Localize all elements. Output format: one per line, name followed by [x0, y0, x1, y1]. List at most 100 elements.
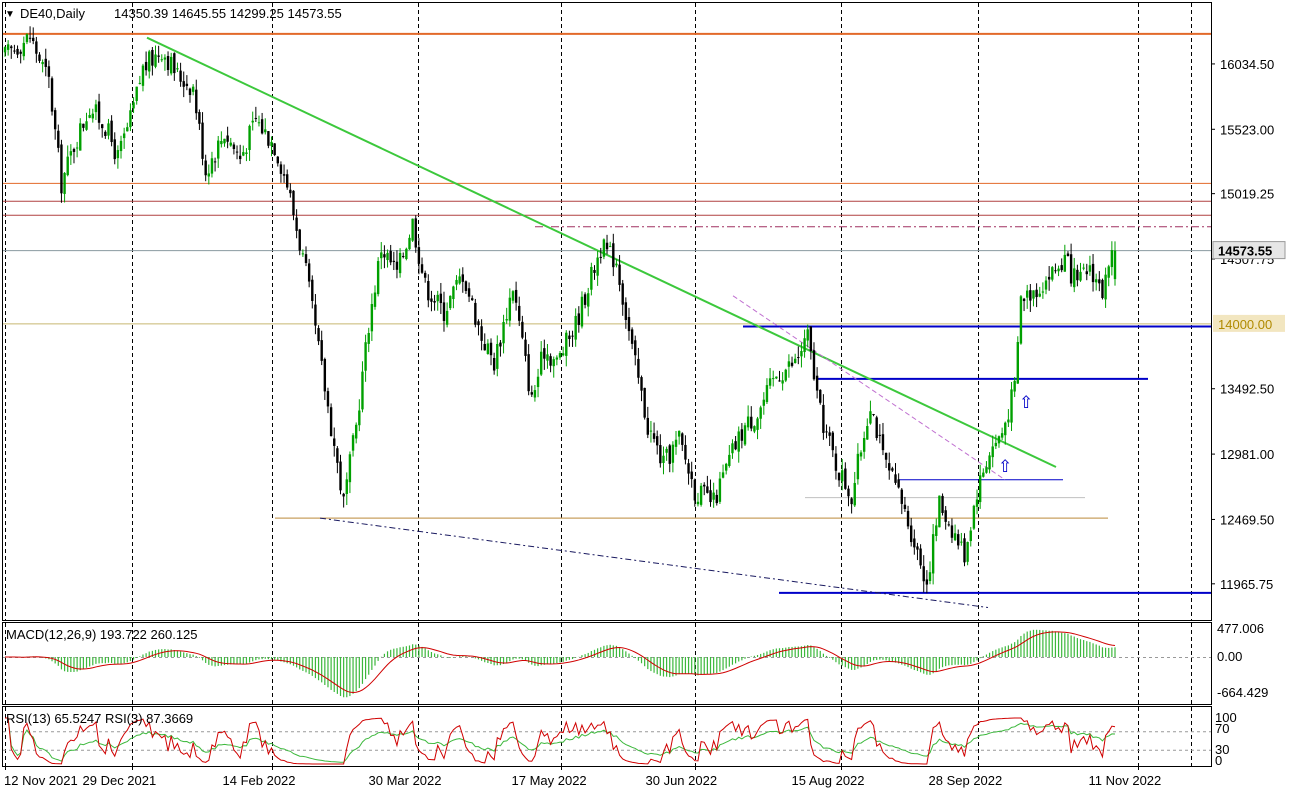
candle-body	[439, 293, 443, 304]
candle-body	[273, 143, 276, 156]
symbol-label: DE40,Daily	[20, 6, 86, 21]
candle-body	[386, 252, 389, 261]
rsi-pane[interactable]	[2, 706, 1212, 767]
candle-body	[568, 335, 571, 340]
price-label: 11965.75	[1220, 577, 1273, 592]
candle-body	[1010, 389, 1013, 423]
candle-body	[445, 310, 449, 325]
candle-body	[220, 140, 223, 145]
candle-body	[696, 501, 700, 505]
candle-body	[179, 70, 182, 82]
candle-body	[872, 414, 875, 416]
candle-body	[474, 302, 477, 325]
time-label: 15 Aug 2022	[792, 773, 865, 788]
candle-body	[837, 472, 841, 481]
candle-body	[803, 338, 806, 353]
candle-body	[718, 478, 722, 502]
candle-body	[762, 399, 766, 406]
candle-body	[342, 493, 345, 497]
candle-body	[966, 541, 969, 562]
candle-body	[392, 260, 396, 263]
candle-body	[329, 407, 333, 437]
candle-body	[906, 510, 910, 527]
candle-body	[599, 256, 602, 258]
price-pane[interactable]	[2, 2, 1212, 621]
candle-body	[389, 250, 392, 263]
candle-body	[232, 144, 236, 150]
candle-body	[853, 482, 856, 506]
candle-body	[957, 534, 960, 546]
candle-body	[25, 34, 29, 43]
candle-body	[402, 256, 405, 258]
candle-body	[806, 329, 809, 341]
candle-body	[223, 138, 226, 144]
candle-body	[242, 152, 245, 156]
candle-body	[991, 446, 994, 458]
candle-body	[154, 54, 157, 67]
candle-body	[289, 189, 292, 194]
candle-body	[496, 343, 499, 369]
candle-body	[931, 534, 935, 574]
candle-body	[527, 354, 530, 392]
candle-body	[565, 332, 568, 356]
macd-axis-label: 477.006	[1217, 621, 1264, 636]
candle-body	[772, 378, 775, 380]
candle-body	[539, 351, 543, 375]
candle-body	[144, 61, 148, 71]
candle-body	[768, 378, 772, 386]
candle-body	[204, 160, 207, 176]
candle-body	[731, 443, 734, 454]
candle-body	[217, 140, 220, 159]
candle-body	[471, 298, 474, 301]
time-label: 12 Nov 2021	[4, 773, 78, 788]
candle-body	[1076, 269, 1079, 281]
candle-body	[709, 490, 712, 503]
candle-body	[608, 246, 612, 248]
candle-body	[66, 156, 69, 176]
candle-body	[499, 342, 502, 347]
candle-body	[279, 164, 283, 174]
candle-body	[1110, 250, 1114, 268]
candle-body	[380, 252, 383, 259]
candle-body	[859, 452, 863, 457]
candle-body	[467, 288, 471, 297]
candle-body	[166, 56, 170, 71]
macd-pane[interactable]	[2, 622, 1212, 705]
candle-body	[185, 83, 189, 87]
candle-body	[44, 58, 47, 67]
collapse-triangle-icon[interactable]: ▼	[5, 9, 15, 20]
candle-body	[618, 264, 621, 285]
candles	[3, 26, 1117, 594]
candle-body	[1082, 267, 1085, 269]
candle-body	[922, 566, 925, 582]
price-label: 12981.00	[1220, 447, 1274, 462]
candle-body	[602, 239, 606, 257]
candle-body	[398, 252, 402, 274]
candle-body	[847, 488, 850, 497]
up-arrow-icon: ⇧	[1019, 393, 1033, 412]
level-label: 14000.00	[1218, 317, 1272, 332]
price-label: 13492.50	[1220, 382, 1274, 397]
candle-body	[988, 455, 991, 470]
candle-body	[101, 124, 104, 129]
candle-body	[333, 438, 336, 446]
candle-body	[881, 434, 885, 451]
candle-body	[10, 46, 13, 49]
candle-body	[869, 411, 872, 424]
candle-body	[383, 254, 386, 258]
rsi-axis-label: 100	[1215, 710, 1237, 725]
candle-body	[533, 390, 537, 398]
candle-body	[668, 445, 671, 464]
candle-body	[188, 88, 192, 96]
candle-body	[875, 417, 878, 439]
candle-body	[828, 432, 831, 436]
candle-body	[373, 292, 377, 307]
candle-body	[972, 505, 976, 529]
candle-body	[978, 475, 982, 503]
candle-body	[944, 510, 947, 522]
candle-body	[1094, 279, 1098, 283]
candle-body	[452, 286, 455, 300]
candle-body	[737, 431, 740, 452]
candle-body	[1004, 422, 1007, 436]
